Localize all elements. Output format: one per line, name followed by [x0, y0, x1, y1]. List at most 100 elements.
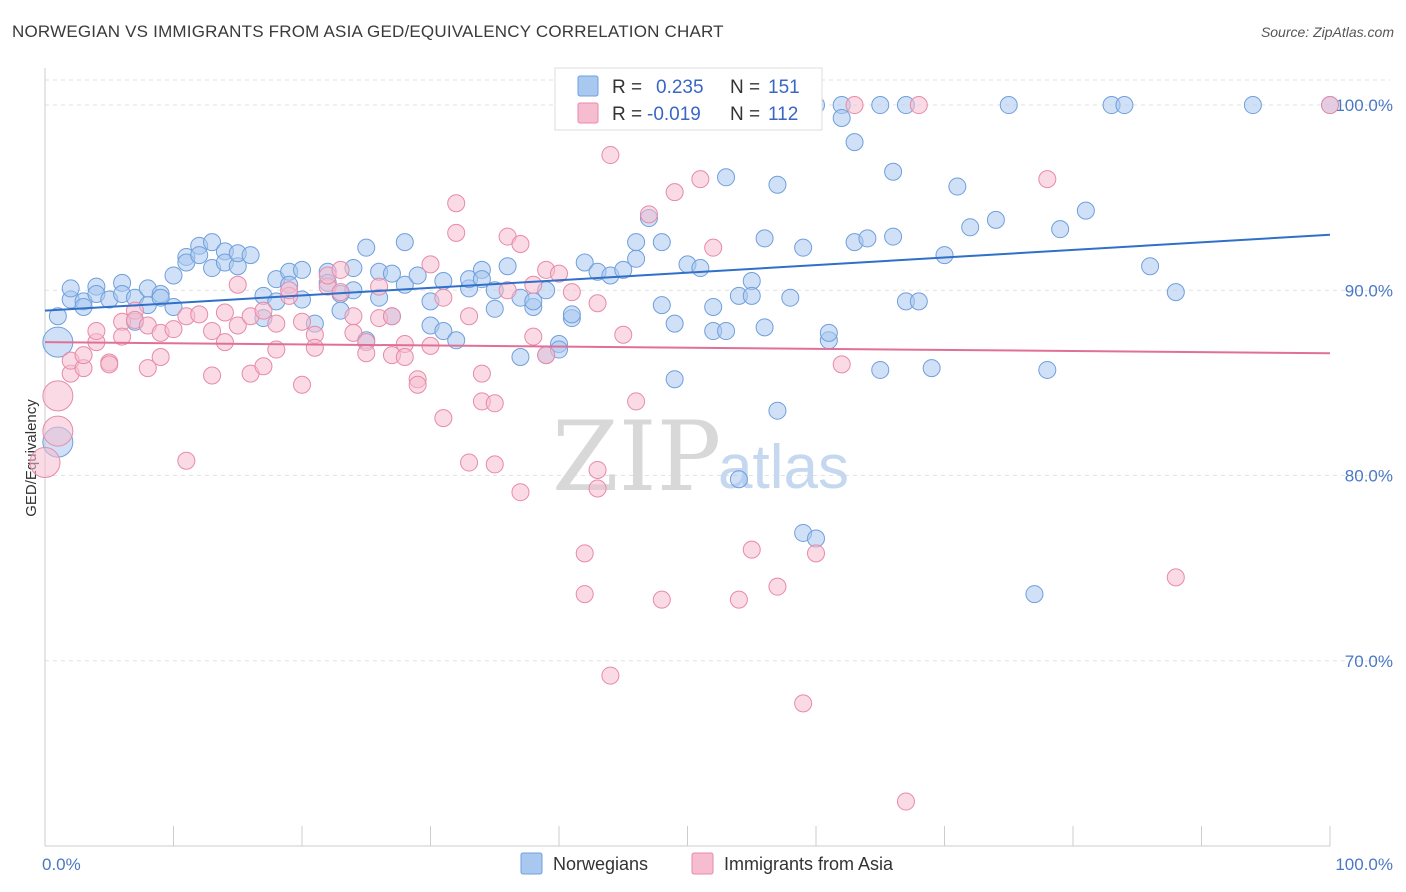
- data-point: [1038, 360, 1057, 379]
- data-point: [588, 460, 607, 479]
- data-point: [691, 259, 710, 278]
- legend-swatch-immigrants-asia: [577, 102, 599, 124]
- data-point: [177, 451, 196, 470]
- data-point: [293, 375, 311, 394]
- y-tick-label: 90.0%: [1345, 281, 1393, 300]
- data-point: [1025, 585, 1044, 604]
- data-point: [1038, 170, 1057, 189]
- chart-title: NORWEGIAN VS IMMIGRANTS FROM ASIA GED/EQ…: [12, 22, 724, 41]
- data-point: [472, 364, 491, 383]
- data-point: [254, 357, 273, 376]
- data-point: [755, 318, 774, 337]
- data-point: [447, 194, 466, 213]
- data-point: [344, 323, 363, 342]
- data-point: [896, 792, 915, 811]
- bottom-legend-label-immigrants-asia: Immigrants from Asia: [724, 854, 894, 874]
- data-point: [228, 316, 247, 335]
- series-norwegians-points: [42, 96, 1339, 604]
- data-point: [729, 470, 748, 489]
- bottom-legend-label-norwegians: Norwegians: [553, 854, 648, 874]
- y-tick-label: 70.0%: [1345, 652, 1393, 671]
- data-point: [408, 266, 427, 285]
- data-point: [1115, 96, 1134, 115]
- data-point: [614, 325, 633, 344]
- data-point: [164, 266, 183, 285]
- data-point: [215, 333, 234, 352]
- bottom-legend-swatch-norwegians: [520, 852, 543, 875]
- data-point: [203, 322, 222, 341]
- data-point: [460, 453, 479, 472]
- data-point: [807, 544, 825, 563]
- data-point: [575, 544, 594, 563]
- data-point: [267, 340, 286, 359]
- data-point: [562, 305, 581, 324]
- data-point: [742, 540, 761, 559]
- x-tick-label: 100.0%: [1335, 855, 1393, 874]
- data-point: [357, 238, 376, 257]
- data-point: [922, 359, 941, 378]
- data-point: [48, 307, 67, 326]
- data-point: [203, 366, 222, 385]
- data-point: [190, 246, 209, 265]
- data-point: [588, 479, 607, 498]
- data-point: [601, 146, 620, 165]
- data-point: [948, 177, 967, 196]
- data-point: [344, 307, 363, 326]
- data-point: [228, 275, 247, 294]
- data-point: [1076, 201, 1095, 220]
- data-point: [460, 307, 479, 326]
- data-point: [382, 264, 401, 283]
- data-point: [138, 359, 157, 378]
- data-point: [652, 296, 671, 315]
- data-point: [1166, 283, 1185, 302]
- data-point: [794, 238, 813, 257]
- data-point: [434, 409, 453, 428]
- data-point: [151, 347, 170, 366]
- data-point: [871, 360, 890, 379]
- legend-swatch-norwegians: [577, 75, 599, 97]
- data-point: [395, 347, 414, 366]
- data-point: [1051, 220, 1070, 239]
- data-point: [575, 253, 594, 272]
- legend-frame: [554, 67, 823, 131]
- data-point: [421, 255, 440, 274]
- data-point: [447, 331, 466, 350]
- data-point: [627, 233, 646, 252]
- x-tick-label: 0.0%: [42, 855, 81, 874]
- data-point: [434, 322, 453, 341]
- watermark: ZIP atlas: [552, 401, 849, 513]
- data-point: [961, 218, 980, 237]
- legend-r-value-1: 0.235: [656, 77, 704, 98]
- data-point: [871, 96, 890, 115]
- data-point: [639, 205, 658, 224]
- trend-lines: [44, 233, 1331, 355]
- data-point: [42, 380, 74, 412]
- legend-n-label-2: N =: [730, 104, 760, 125]
- data-point: [74, 297, 93, 316]
- source-credit: Source: ZipAtlas.com: [1260, 24, 1394, 40]
- data-point: [29, 447, 61, 479]
- data-point: [498, 281, 517, 300]
- data-point: [485, 394, 504, 413]
- data-point: [717, 168, 736, 187]
- data-point: [884, 227, 903, 246]
- bottom-legend-swatch-immigrants-asia: [691, 852, 714, 875]
- data-point: [691, 170, 710, 189]
- trend-line-immigrants-asia: [44, 341, 1331, 355]
- data-point: [665, 314, 684, 333]
- data-point: [627, 392, 646, 411]
- data-point: [717, 322, 736, 341]
- trend-line-norwegians: [44, 233, 1331, 312]
- data-point: [845, 133, 864, 152]
- data-point: [305, 338, 324, 357]
- data-point: [74, 346, 93, 365]
- data-point: [665, 370, 684, 389]
- data-point: [241, 246, 260, 265]
- data-point: [100, 355, 119, 374]
- data-point: [729, 590, 748, 609]
- data-point: [485, 299, 504, 318]
- data-point: [1166, 568, 1185, 587]
- data-point: [87, 322, 106, 341]
- data-point: [498, 257, 517, 276]
